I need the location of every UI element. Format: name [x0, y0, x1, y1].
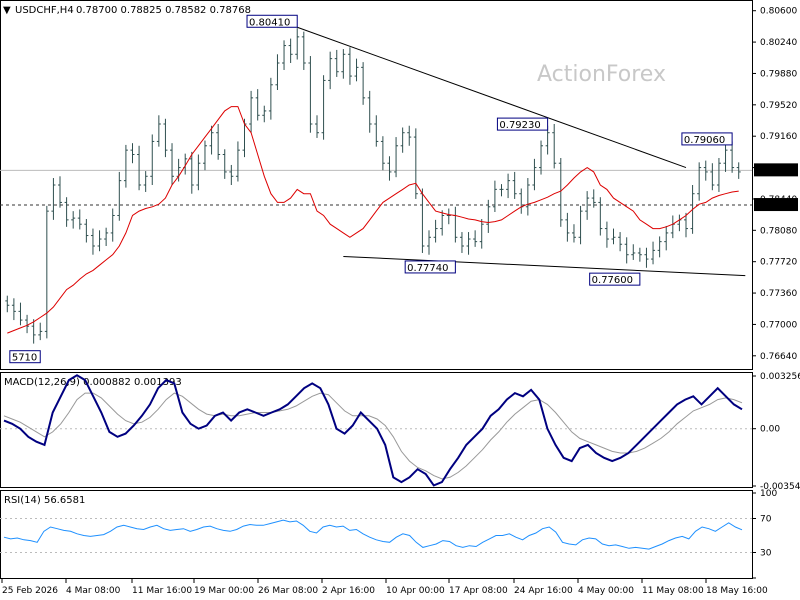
x-tick-label: 2 Apr 16:00: [322, 586, 375, 596]
level-price-tag: 0.78370: [757, 201, 794, 211]
annotation-label: 0.79230: [499, 120, 540, 131]
macd-y-axis: 0.003256 0.00 -0.00354: [0, 372, 800, 492]
price-tick-label: 0.79880: [760, 69, 797, 79]
macd-panel-frame: [0, 372, 753, 488]
macd-lines: [3, 374, 743, 487]
rsi-tick-label: 30: [760, 549, 772, 559]
ma-line: [7, 106, 739, 334]
annotation-label: 0.77740: [407, 263, 448, 274]
annotation-box: [589, 272, 641, 286]
x-tick-label: 19 Mar 00:00: [194, 586, 254, 596]
macd-tick-label: 0.003256: [760, 372, 800, 382]
x-tick-label: 26 Mar 08:00: [258, 586, 318, 596]
rsi-tick-label: 100: [760, 489, 777, 499]
macd-signal-line: [3, 392, 743, 480]
price-tick-label: 0.79160: [760, 132, 797, 142]
price-tick-label: 0.80600: [760, 7, 797, 17]
level-price-tag-bg: [754, 198, 798, 212]
price-tick-label: 0.77000: [760, 320, 797, 330]
x-tick-label: 4 Mar 08:00: [66, 586, 121, 596]
rsi-line: [3, 519, 743, 550]
price-tick-label: 0.79520: [760, 101, 797, 111]
rsi-line: [3, 519, 743, 550]
annotation-box: [681, 132, 733, 146]
annotation-box: [246, 14, 298, 28]
rsi-tick-label: 70: [760, 515, 772, 525]
price-header: ▼ USDCHF,H4 0.78700 0.78825 0.78582 0.78…: [3, 5, 251, 16]
x-tick-label: 17 Apr 08:00: [449, 586, 508, 596]
price-panel-frame: [0, 0, 753, 370]
macd-tick-label: -0.00354: [760, 482, 800, 492]
rsi-y-axis: 100 70 30: [0, 489, 777, 579]
x-tick-label: 11 Mar 16:00: [132, 586, 192, 596]
current-price-tag-bg: [754, 163, 798, 177]
x-tick-label: 11 May 08:00: [642, 586, 704, 596]
price-tick-label: 0.80240: [760, 38, 797, 48]
macd-title: MACD(12,26,9) 0.000882 0.001393: [4, 377, 182, 388]
chart-menu-icon[interactable]: ▼: [3, 5, 11, 16]
watermark: ActionForex: [537, 62, 666, 87]
annotation-label: 0.77600: [592, 275, 633, 286]
x-tick-label: 10 Apr 00:00: [386, 586, 445, 596]
x-tick-label: 18 May 16:00: [706, 586, 768, 596]
price-tick-label: 0.77360: [760, 289, 797, 299]
annotation-label: 0.79060: [684, 135, 725, 146]
rsi-title: RSI(14) 56.6581: [4, 495, 85, 506]
annotation-label: 5710: [12, 353, 37, 364]
rsi-panel-frame: [0, 490, 753, 579]
price-tick-label: 0.77720: [760, 258, 797, 268]
resistance-trendline: [297, 26, 687, 169]
x-tick-label: 25 Feb 2026: [2, 586, 58, 596]
annotation-box: [496, 117, 549, 131]
price-grid: [0, 169, 752, 206]
price-y-axis: 0.806000.802400.798800.795200.791600.788…: [752, 7, 798, 362]
trendlines: [297, 26, 746, 277]
current-price-tag: 0.78768: [757, 166, 794, 176]
time-x-axis: 25 Feb 2026 4 Mar 08:00 11 Mar 16:00 19 Mar…: [1, 579, 768, 596]
candlesticks: [5, 28, 741, 344]
ohlc-values: 0.78700 0.78825 0.78582 0.78768: [76, 5, 251, 16]
moving-average: [7, 106, 739, 334]
annotation-box: [404, 260, 456, 274]
panel-frames: [0, 0, 753, 579]
macd-tick-label: 0.00: [760, 425, 780, 435]
macd-main-line: [3, 374, 743, 487]
x-tick-label: 24 Apr 16:00: [514, 586, 573, 596]
x-tick-label: 4 May 00:00: [578, 586, 634, 596]
annotation-label: 0.80410: [249, 17, 290, 28]
symbol-label: USDCHF,H4: [15, 5, 74, 16]
price-tick-label: 0.76640: [760, 352, 797, 362]
price-tick-label: 0.78080: [760, 226, 797, 236]
annotation-box: [9, 350, 41, 364]
price-annotations: 0.80410 0.79230 0.79060 0.77740 0.77600 5710: [9, 14, 733, 364]
support-trendline: [343, 255, 746, 277]
